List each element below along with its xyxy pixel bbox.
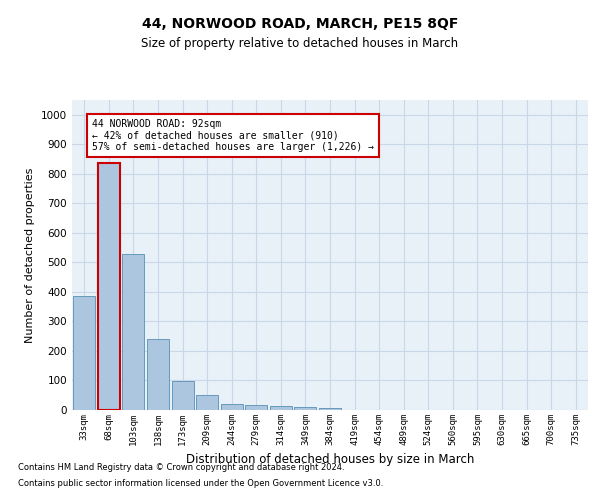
Bar (270, 406, 292, 410)
Bar (172, 382, 194, 410)
Text: Contains public sector information licensed under the Open Government Licence v3: Contains public sector information licen… (18, 478, 383, 488)
Bar (319, 408, 341, 410)
Bar (98, 164, 120, 410)
Bar (122, 254, 145, 410)
Text: 44, NORWOOD ROAD, MARCH, PE15 8QF: 44, NORWOOD ROAD, MARCH, PE15 8QF (142, 18, 458, 32)
Bar (73, 296, 95, 410)
Text: 44 NORWOOD ROAD: 92sqm
← 42% of detached houses are smaller (910)
57% of semi-de: 44 NORWOOD ROAD: 92sqm ← 42% of detached… (92, 119, 374, 152)
Bar (196, 394, 218, 410)
Bar (245, 404, 268, 410)
Bar (295, 407, 316, 410)
Text: Contains HM Land Registry data © Crown copyright and database right 2024.: Contains HM Land Registry data © Crown c… (18, 464, 344, 472)
Text: Size of property relative to detached houses in March: Size of property relative to detached ho… (142, 38, 458, 51)
Bar (221, 404, 243, 410)
Y-axis label: Number of detached properties: Number of detached properties (25, 168, 35, 342)
Bar (147, 339, 169, 410)
X-axis label: Distribution of detached houses by size in March: Distribution of detached houses by size … (186, 454, 474, 466)
